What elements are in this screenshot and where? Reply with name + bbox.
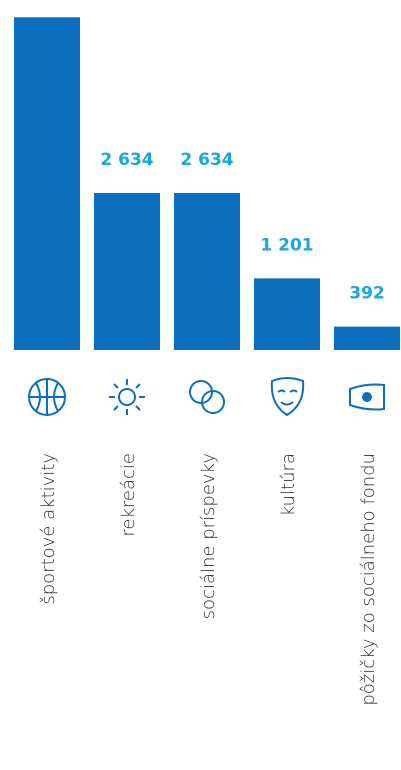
banknote-icon bbox=[349, 383, 385, 411]
sun-icon bbox=[109, 379, 145, 415]
category-label: kultúra bbox=[278, 453, 299, 516]
bar bbox=[334, 326, 400, 350]
value-label: 2 634 bbox=[180, 150, 233, 170]
icons bbox=[28, 377, 385, 417]
mask-icon bbox=[270, 377, 305, 417]
bar bbox=[254, 278, 320, 350]
value-label: 1 201 bbox=[260, 235, 313, 255]
bar bbox=[94, 192, 160, 350]
circles-icon bbox=[189, 380, 225, 414]
category-label: športové aktivity bbox=[38, 453, 59, 605]
value-label: 2 634 bbox=[100, 150, 153, 170]
category-label: rekreácie bbox=[118, 453, 139, 537]
bar bbox=[174, 192, 240, 350]
value-label: 392 bbox=[349, 284, 385, 304]
category-label: sociálne príspevky bbox=[198, 453, 219, 619]
category-label: pôžičky zo sociálneho fondu bbox=[358, 453, 379, 706]
basketball-icon bbox=[28, 378, 66, 416]
bar bbox=[14, 17, 80, 350]
